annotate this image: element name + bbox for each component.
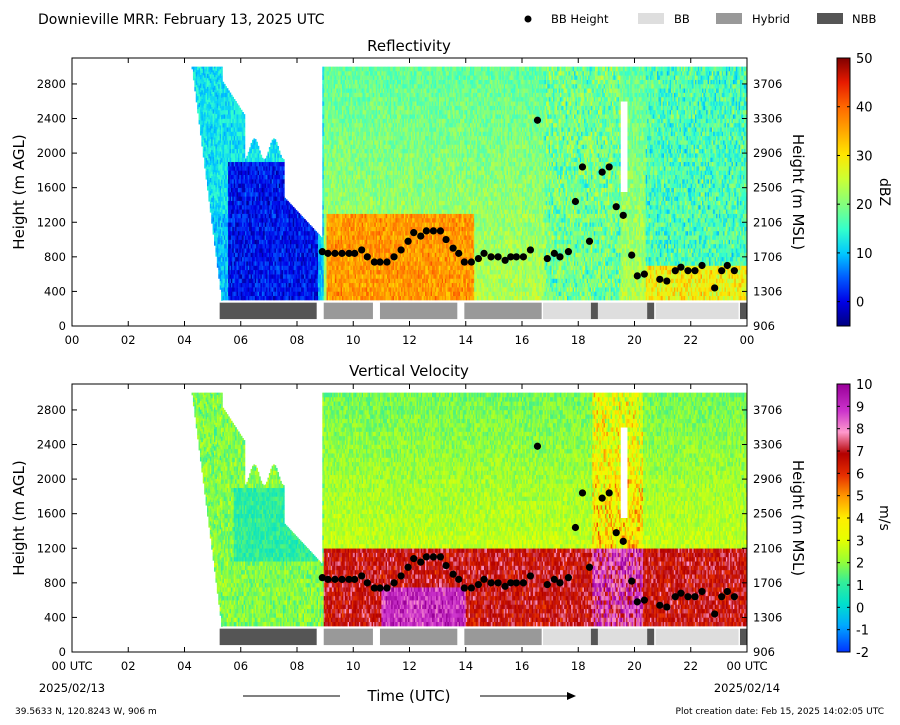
heatmap-cell xyxy=(221,67,223,68)
heatmap-cell xyxy=(221,76,223,81)
legend-hybrid-swatch xyxy=(716,13,742,24)
heatmap-cell xyxy=(242,112,244,114)
heatmap-cell xyxy=(225,86,227,88)
heatmap-cell xyxy=(244,153,246,158)
heatmap-cell xyxy=(286,199,288,201)
heatmap-cell xyxy=(283,179,285,184)
heatmap-cell xyxy=(283,192,285,197)
heatmap-cell xyxy=(290,204,292,205)
heatmap-cell xyxy=(244,136,246,141)
legend-nbb-label: NBB xyxy=(852,12,876,26)
heatmap-cell xyxy=(283,166,285,171)
heatmap-cell xyxy=(279,151,281,154)
heatmap-cell xyxy=(234,99,236,101)
heatmap-cell xyxy=(244,114,246,119)
heatmap-cell xyxy=(280,155,282,158)
heatmap-cell xyxy=(307,222,309,223)
heatmap-cell xyxy=(244,127,246,132)
heatmap-cell xyxy=(298,213,300,214)
heatmap-cell xyxy=(275,139,277,140)
heatmap-cell xyxy=(221,67,223,72)
heatmap-cell xyxy=(283,162,285,167)
legend-bb-label: BB xyxy=(674,12,690,26)
reflectivity-plot-area xyxy=(192,67,748,319)
heatmap-cell xyxy=(277,146,279,149)
legend-bb-height-marker xyxy=(525,16,532,23)
heatmap-cell xyxy=(283,170,285,175)
reflectivity-panel: Reflectivity 040080012001600200024002800… xyxy=(10,37,892,347)
legend-bb-height-label: BB Height xyxy=(551,12,609,26)
heatmap-cell xyxy=(228,90,230,92)
heatmap-cell xyxy=(294,208,296,209)
heatmap-cell xyxy=(244,131,246,136)
heatmap-cell xyxy=(259,150,261,153)
heatmap-cell xyxy=(260,155,262,158)
heatmap-cell xyxy=(237,103,239,105)
heatmap-cell xyxy=(221,71,223,76)
heatmap-cell xyxy=(258,146,260,149)
heatmap-cell xyxy=(276,142,278,145)
heatmap-cell xyxy=(244,149,246,154)
reflectivity-title: Reflectivity xyxy=(367,37,451,55)
heatmap-cell xyxy=(244,140,246,145)
heatmap-cell xyxy=(256,142,258,145)
heatmap-cell xyxy=(222,82,224,84)
heatmap-cell xyxy=(283,159,285,162)
legend-hybrid-label: Hybrid xyxy=(752,12,790,26)
heatmap-cell xyxy=(283,188,285,193)
heatmap-cell xyxy=(244,119,246,124)
heatmap-cell xyxy=(283,175,285,180)
heatmap-cell xyxy=(255,139,257,140)
heatmap-cell xyxy=(283,183,285,188)
heatmap-cell xyxy=(239,108,241,110)
heatmap-cell xyxy=(303,218,305,219)
heatmap-cell xyxy=(231,95,233,97)
heatmap-cell xyxy=(244,144,246,149)
legend-bb-swatch xyxy=(638,13,664,24)
precip-legend: BB Height BB Hybrid NBB xyxy=(525,12,877,26)
legend-nbb-swatch xyxy=(817,13,843,24)
heatmap-cell xyxy=(244,123,246,128)
figure-title: Downieville MRR: February 13, 2025 UTC xyxy=(38,12,325,28)
